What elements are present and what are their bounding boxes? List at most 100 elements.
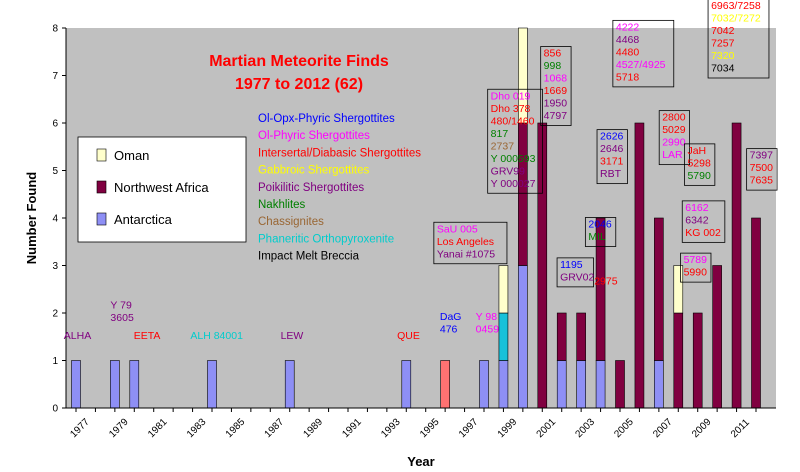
x-axis-title: Year	[407, 454, 434, 469]
annotation-box	[596, 129, 628, 185]
annotation-label: 2626	[600, 131, 624, 143]
bar-segment	[595, 217, 606, 361]
annotation-label: Yanai #1075	[437, 248, 495, 260]
bar-segment	[129, 360, 140, 409]
chart-title: Martian Meteorite Finds	[209, 53, 389, 70]
category-label: Gabbroic Shergottites	[258, 165, 369, 177]
bar-segment	[518, 27, 528, 124]
x-tick-label: 2001	[535, 416, 559, 440]
annotation: 2975	[594, 276, 618, 288]
annotation-label: QUE	[397, 330, 420, 342]
annotation-box	[681, 200, 726, 243]
category-label: Ol-Opx-Phyric Shergottites	[258, 113, 395, 125]
annotation-label: 476	[440, 324, 458, 336]
annotation-label: 480/1460	[491, 115, 535, 127]
annotation-label: 7320	[711, 50, 735, 62]
x-tick-label: 1981	[146, 416, 170, 440]
annotation-label: 4527/4925	[616, 59, 666, 71]
x-tick-label: 1979	[107, 416, 131, 440]
bar-segment	[479, 360, 489, 409]
category-label: Impact Melt Breccia	[258, 251, 360, 263]
bar-segment	[284, 360, 295, 409]
annotation-label: 3605	[110, 312, 134, 324]
annotation-label: 5990	[684, 267, 708, 279]
bar-segment	[576, 312, 586, 361]
bar-segment	[556, 360, 567, 409]
annotation-label: 5790	[687, 170, 711, 182]
category-label: Phaneritic Orthopyroxenite	[258, 233, 394, 245]
annotation-label: 6342	[685, 214, 709, 226]
y-axis-title: Number Found	[24, 172, 39, 264]
annotation-box	[684, 143, 716, 186]
annotation-label: 7042	[711, 25, 735, 37]
x-tick-label: 1985	[224, 416, 248, 440]
x-tick-label: 1997	[457, 416, 481, 440]
bar-segment	[731, 122, 742, 409]
y-tick-label: 5	[52, 166, 58, 177]
annotation-label: 4480	[616, 46, 640, 58]
annotation: EETA	[134, 330, 161, 342]
category-label: Intersertal/Diabasic Shergottites	[258, 147, 421, 159]
bar-segment	[498, 360, 509, 409]
bar-segment	[673, 265, 684, 314]
category-label: Poikilitic Shergottites	[258, 182, 364, 194]
bar-segment	[615, 360, 625, 409]
annotation-label: 1068	[544, 73, 568, 85]
bar-segment	[634, 122, 645, 409]
bar-segment	[110, 360, 120, 409]
x-tick-label: 2009	[690, 416, 714, 440]
legend-label: Northwest Africa	[114, 180, 209, 195]
x-tick-label: 1977	[68, 416, 92, 440]
annotation-label: GRV02	[560, 271, 594, 283]
annotation-label: 2046	[588, 219, 612, 231]
annotation-label: Y 98	[476, 311, 498, 323]
annotation-label: 7397	[750, 150, 774, 162]
annotation-label: 1195	[560, 259, 583, 271]
annotation-label: 4468	[616, 34, 640, 46]
annotation-label: RBT	[600, 168, 622, 180]
annotation-box	[487, 88, 543, 194]
x-tick-label: 1989	[301, 416, 325, 440]
bar-segment	[654, 360, 664, 409]
bar-segment	[556, 312, 567, 361]
y-tick-label: 2	[52, 309, 58, 320]
x-tick-label: 1999	[496, 416, 520, 440]
annotation-label: 5718	[616, 71, 640, 83]
annotation-label: ALHA	[64, 330, 91, 342]
annotation-box	[658, 110, 691, 166]
y-tick-label: 0	[52, 404, 58, 415]
bar-segment	[673, 312, 684, 409]
annotation-label: 2975	[594, 276, 618, 288]
category-label: Nakhlites	[258, 199, 306, 211]
annotation-label: 1669	[544, 85, 568, 97]
annotation-label: 4797	[544, 110, 568, 122]
annotation-label: 3171	[600, 156, 624, 168]
x-tick-label: 2007	[651, 416, 675, 440]
x-tick-label: 1987	[263, 416, 287, 440]
annotation-label: JaH	[687, 145, 706, 157]
legend: Oman Northwest Africa Antarctica	[77, 136, 247, 243]
chart-subtitle: 1977 to 2012 (62)	[235, 76, 363, 93]
legend-swatch	[96, 148, 107, 162]
annotation-label: 2800	[662, 112, 686, 124]
bar-segment	[654, 217, 664, 361]
annotation-label: 7500	[750, 162, 774, 174]
annotation-label: LEW	[281, 330, 304, 342]
annotation-label: Los Angeles	[437, 236, 494, 248]
annotation-label: ALH 84001	[190, 330, 243, 342]
bar-segment	[518, 122, 528, 266]
x-tick-label: 2011	[729, 417, 752, 440]
legend-swatch	[96, 212, 107, 226]
x-tick-label: 1995	[418, 416, 442, 440]
annotation-label: 2990	[662, 137, 686, 149]
annotation-box	[612, 19, 675, 88]
